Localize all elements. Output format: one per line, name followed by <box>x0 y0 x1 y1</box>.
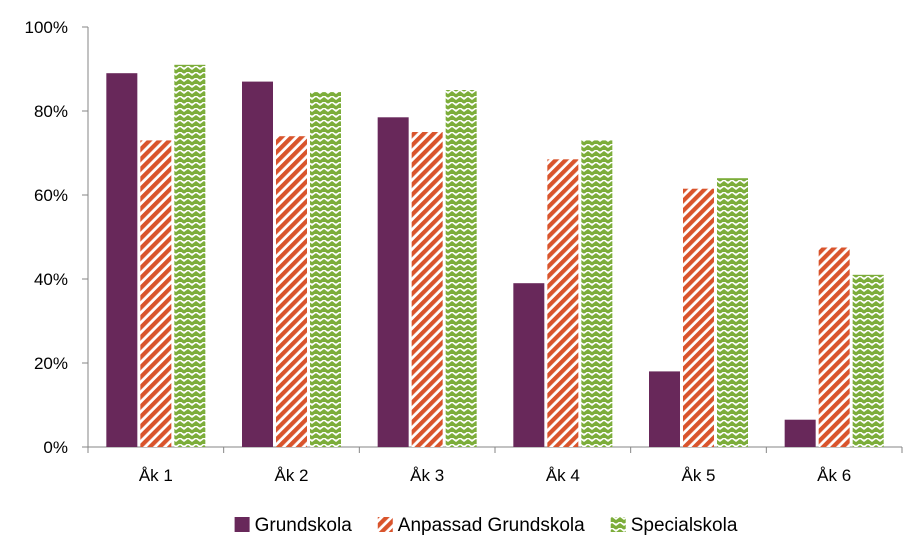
bar-anpassad-grundskola <box>276 136 307 447</box>
x-tick-label: Åk 4 <box>546 466 580 485</box>
y-tick-label: 20% <box>34 354 68 373</box>
legend-item-anpassad-grundskola: Anpassad Grundskola <box>377 515 585 536</box>
y-tick-label: 40% <box>34 270 68 289</box>
y-tick-label: 60% <box>34 186 68 205</box>
bar-grundskola <box>377 117 409 448</box>
bar-grundskola <box>106 73 138 447</box>
legend-item-specialskola: Specialskola <box>610 515 738 536</box>
y-tick-label: 100% <box>25 18 68 37</box>
y-tick-label: 80% <box>34 102 68 121</box>
x-tick-label: Åk 3 <box>410 466 444 485</box>
bar-grundskola <box>784 419 816 447</box>
bar-anpassad-grundskola <box>140 140 172 447</box>
legend-swatch <box>610 517 626 532</box>
axis-layer: 0% 20% 40% 60% 80% 100% <box>25 18 903 457</box>
y-tick-label: 0% <box>43 438 68 457</box>
bar-anpassad-grundskola <box>683 188 714 447</box>
bar-specialskola <box>717 178 748 447</box>
bar-specialskola <box>852 274 884 447</box>
bar-anpassad-grundskola <box>411 132 443 447</box>
bars-layer <box>106 64 884 448</box>
legend-label: Grundskola <box>255 515 353 536</box>
bar-grundskola <box>649 371 680 447</box>
bar-specialskola <box>581 140 613 447</box>
bar-specialskola <box>174 64 206 448</box>
bar-grundskola <box>513 283 545 447</box>
legend-item-grundskola: Grundskola <box>234 515 353 536</box>
x-tick-labels: Åk 1 Åk 2 Åk 3 Åk 4 Åk 5 Åk 6 <box>139 466 851 485</box>
bar-anpassad-grundskola <box>547 159 579 448</box>
legend: Grundskola Anpassad Grundskola Specialskol… <box>234 515 738 536</box>
legend-label: Specialskola <box>631 515 738 536</box>
x-tick-label: Åk 6 <box>817 466 851 485</box>
x-tick-label: Åk 5 <box>681 466 715 485</box>
bar-specialskola <box>310 92 341 447</box>
legend-swatch <box>377 517 393 532</box>
bar-anpassad-grundskola <box>818 247 850 447</box>
legend-label: Anpassad Grundskola <box>398 515 585 536</box>
bar-grundskola <box>242 81 273 447</box>
x-tick-label: Åk 1 <box>139 466 173 485</box>
x-tick-label: Åk 2 <box>274 466 308 485</box>
legend-swatch <box>234 517 250 532</box>
bar-specialskola <box>445 90 477 447</box>
